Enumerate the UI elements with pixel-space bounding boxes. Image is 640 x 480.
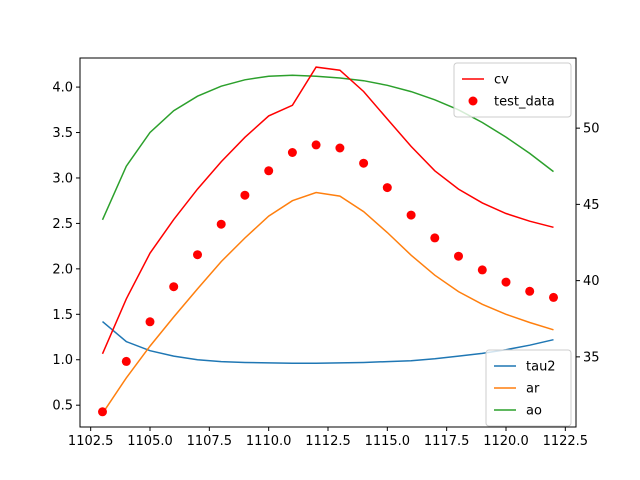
data-point-test_data	[145, 317, 155, 327]
x-tick-label: 1120.0	[483, 434, 529, 449]
right-y-tick-label: 45	[583, 198, 600, 213]
x-tick-label: 1110.0	[246, 434, 292, 449]
data-point-test_data	[477, 265, 487, 275]
x-axis: 1102.5 1105.0 1107.5 1110.0 1112.5 1115.0 1117…	[68, 427, 588, 449]
data-point-test_data	[454, 251, 463, 261]
left-y-tick-label: 3.0	[52, 171, 73, 186]
x-tick-label: 1115.0	[365, 434, 411, 449]
data-point-test_data	[240, 190, 250, 200]
legend-label-ao: ao	[526, 404, 542, 419]
data-point-test_data	[430, 233, 440, 243]
legend-label-cv: cv	[494, 73, 509, 88]
legend-label-tau2: tau2	[526, 360, 556, 375]
left-axis-series	[101, 74, 554, 414]
left-y-tick-label: 3.5	[52, 126, 73, 141]
data-point-test_data	[169, 282, 179, 292]
legend-lower-right: tau2 ar ao	[485, 349, 572, 427]
data-point-test_data	[359, 158, 369, 168]
data-point-test_data	[525, 286, 535, 296]
legend-upper-right: cv test_data	[453, 62, 572, 118]
series-line-ar	[101, 191, 554, 414]
series-line-cv	[101, 66, 554, 355]
data-point-test_data	[382, 183, 392, 193]
data-point-test_data	[311, 140, 321, 150]
data-point-test_data	[406, 210, 416, 220]
right-y-tick-label: 35	[583, 350, 600, 365]
left-y-axis: 0.5 1.0 1.5 2.0 2.5 3.0 3.5 4.0	[52, 81, 80, 414]
x-tick-label: 1105.0	[127, 434, 173, 449]
left-y-tick-label: 4.0	[52, 81, 73, 96]
left-y-tick-label: 0.5	[52, 399, 73, 414]
x-tick-label: 1107.5	[187, 434, 233, 449]
data-point-test_data	[121, 356, 131, 366]
data-point-test_data	[549, 292, 558, 302]
x-tick-label: 1117.5	[424, 434, 470, 449]
x-tick-label: 1102.5	[68, 434, 114, 449]
legend-frame	[485, 349, 572, 427]
data-point-test_data	[216, 219, 226, 229]
data-point-test_data	[287, 148, 297, 157]
legend-frame	[453, 62, 572, 118]
legend-swatch-test_data	[468, 96, 478, 106]
right-y-axis: 35 40 45 50	[576, 122, 600, 365]
right-y-tick-label: 40	[583, 274, 600, 289]
series-line-ao	[101, 74, 554, 221]
left-y-tick-label: 1.5	[52, 308, 73, 323]
series-line-tau2	[102, 321, 554, 364]
x-tick-label: 1122.5	[543, 434, 589, 449]
data-point-test_data	[193, 250, 202, 260]
left-y-tick-label: 1.0	[52, 353, 73, 368]
data-point-test_data	[264, 166, 274, 176]
legend-label-ar: ar	[526, 382, 540, 397]
x-tick-label: 1112.5	[305, 434, 351, 449]
right-axis-series	[98, 66, 558, 417]
legend-label-test_data: test_data	[494, 95, 555, 110]
data-point-test_data	[501, 277, 511, 287]
left-y-tick-label: 2.0	[52, 262, 73, 277]
right-y-tick-label: 50	[583, 122, 600, 137]
data-point-test_data	[335, 143, 345, 153]
data-point-test_data	[98, 407, 107, 417]
left-y-tick-label: 2.5	[52, 217, 73, 232]
